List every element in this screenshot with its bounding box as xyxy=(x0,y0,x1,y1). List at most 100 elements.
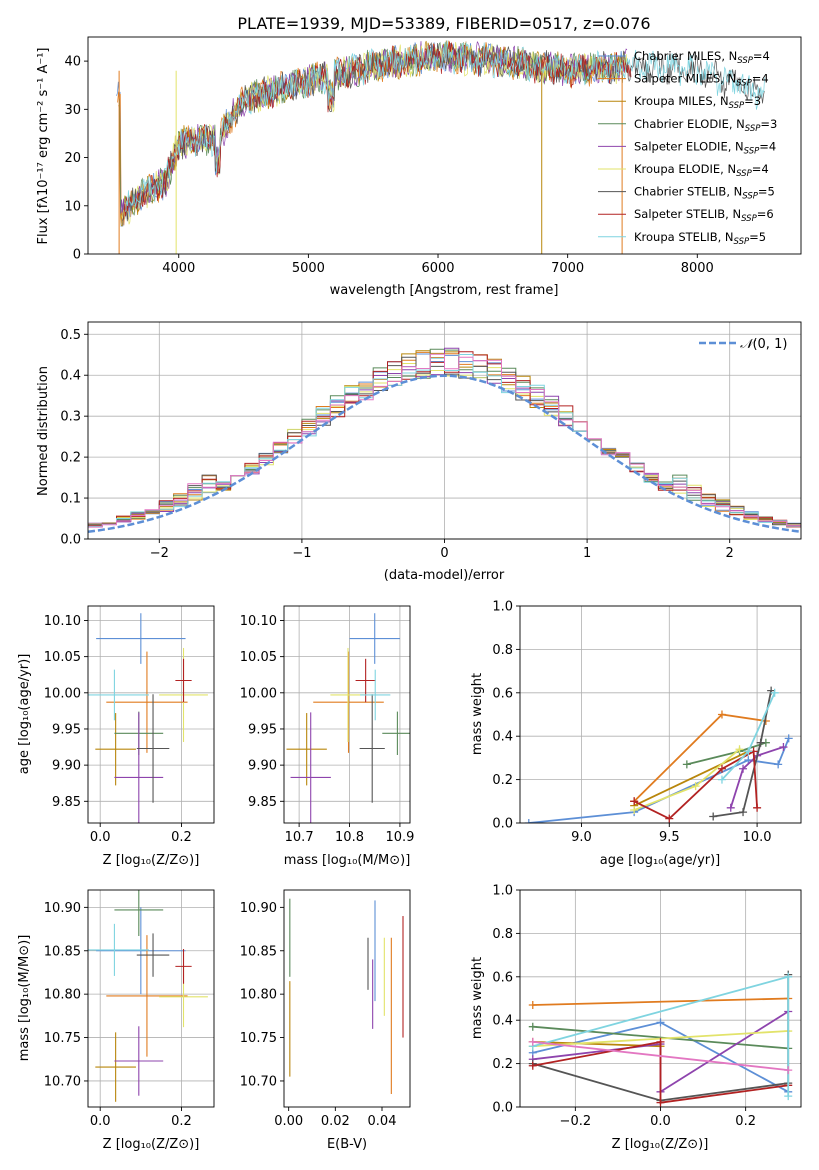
y-tick-label: 10.85 xyxy=(240,944,277,959)
y-tick-label: 0.5 xyxy=(60,328,81,343)
y-tick-label: 0.6 xyxy=(492,970,513,985)
weight-vs-age-frame xyxy=(519,605,802,824)
weight-point-marker xyxy=(744,747,753,756)
residuals-legend: 𝒩(0, 1) xyxy=(699,337,787,352)
weight-series-line xyxy=(532,1041,789,1071)
x-tick-label: 2 xyxy=(726,546,734,561)
data-group xyxy=(286,613,410,823)
age-vs-mass-xlabel: mass [log₁₀(M/M⊙)] xyxy=(284,853,411,868)
weight-point-marker xyxy=(656,1018,665,1027)
x-tick-label: 10.7 xyxy=(285,830,314,845)
y-tick-label: 9.85 xyxy=(52,795,81,810)
x-tick-label: 9.5 xyxy=(659,830,680,845)
y-tick-label: 0.1 xyxy=(60,492,81,507)
weight-vs-metallicity-panel: −0.2 0.0 0.2 0.0 0.2 0.4 0.6 0.8 1.0 Z [log₁₀(Z/… xyxy=(470,884,802,1152)
mass-vs-metallicity-frame xyxy=(87,889,215,1108)
weight-point-marker xyxy=(784,1092,793,1101)
y-tick-label: 40 xyxy=(64,55,81,70)
age-vs-metallicity-frame xyxy=(87,605,215,824)
x-tick-label: 0.0 xyxy=(650,1114,671,1129)
x-tick-label: 10.8 xyxy=(335,830,364,845)
x-tick-label: 1 xyxy=(583,546,591,561)
weight-point-marker xyxy=(717,764,726,773)
weight-point-marker xyxy=(656,1037,665,1046)
y-tick-label: 10.75 xyxy=(44,1031,81,1046)
age-vs-mass-panel: 10.7 10.8 10.99.859.909.9510.0010.0510.10 … xyxy=(240,605,414,868)
x-tick-label: 0.04 xyxy=(368,1114,397,1129)
data-group xyxy=(524,686,793,823)
weight-point-marker xyxy=(528,1022,537,1031)
age-vs-metallicity-xlabel: Z [log₁₀(Z/Z⊙)] xyxy=(103,853,200,868)
y-tick-label: 10.70 xyxy=(44,1074,81,1089)
y-tick-label: 10.80 xyxy=(44,988,81,1003)
x-tick-label: −1 xyxy=(292,546,311,561)
y-tick-label: 0.4 xyxy=(492,730,513,745)
x-tick-label: 6000 xyxy=(421,261,454,276)
y-tick-label: 10.85 xyxy=(44,944,81,959)
x-tick-label: 10.0 xyxy=(743,830,772,845)
x-tick-label: 4000 xyxy=(162,261,195,276)
spectrum-title: PLATE=1939, MJD=53389, FIBERID=0517, z=0… xyxy=(237,14,650,33)
y-tick-label: 0.6 xyxy=(492,686,513,701)
weight-series-line xyxy=(532,1040,789,1104)
weight-series-line xyxy=(633,750,749,807)
weight-series-line xyxy=(532,1025,789,1050)
y-tick-label: 0 xyxy=(73,248,81,263)
spectrum-frame xyxy=(87,36,802,255)
data-group xyxy=(88,347,801,534)
x-tick-label: −0.2 xyxy=(560,1114,592,1129)
weight-point-marker xyxy=(691,782,700,791)
y-tick-label: 9.95 xyxy=(52,722,81,737)
mass-vs-ebv-panel: 0.00 0.02 0.04 10.70 10.75 10.80 10.85 10.90 E(… xyxy=(240,889,411,1152)
legend-label: Chabrier ELODIE, NSSP=3 xyxy=(634,117,777,134)
mass-vs-ebv-frame xyxy=(283,889,411,1108)
weight-series-line xyxy=(729,746,784,809)
y-tick-label: 1.0 xyxy=(492,884,513,899)
y-tick-label: 9.85 xyxy=(248,795,277,810)
weight-series-line xyxy=(532,997,789,1006)
y-tick-label: 9.90 xyxy=(52,759,81,774)
weight-point-marker xyxy=(630,797,639,806)
y-tick-label: 0.0 xyxy=(60,533,81,548)
legend-label: Chabrier STELIB, NSSP=5 xyxy=(634,185,775,202)
y-tick-label: 0.2 xyxy=(60,451,81,466)
weight-point-marker xyxy=(784,734,793,743)
residuals-xlabel: (data-model)/error xyxy=(384,568,505,583)
mass-vs-metallicity-ylabel: mass [log₁₀(M/M⊙)] xyxy=(17,935,32,1062)
y-tick-label: 9.95 xyxy=(248,722,277,737)
weight-point-marker xyxy=(739,808,748,817)
age-vs-metallicity-ylabel: age [log₁₀(age/yr)] xyxy=(17,654,32,775)
x-tick-label: 5000 xyxy=(292,261,325,276)
residuals-panel: −2 −1 0 1 2 0.0 0.1 0.2 0.3 0.4 0.5 (data-model)/e… xyxy=(36,321,802,583)
legend-label: Salpeter STELIB, NSSP=6 xyxy=(634,207,774,224)
x-tick-label: −2 xyxy=(150,546,169,561)
x-tick-label: 0.2 xyxy=(171,1114,192,1129)
y-tick-label: 10.90 xyxy=(44,901,81,916)
y-tick-label: 10.70 xyxy=(240,1074,277,1089)
y-tick-label: 20 xyxy=(64,151,81,166)
weight-point-marker xyxy=(774,760,783,769)
x-tick-label: 0.2 xyxy=(735,1114,756,1129)
weight-point-marker xyxy=(656,1098,665,1107)
weight-point-marker xyxy=(682,760,691,769)
data-group xyxy=(116,40,765,254)
weight-vs-age-ylabel: mass weight xyxy=(470,673,485,755)
legend-label: Kroupa STELIB, NSSP=5 xyxy=(634,230,766,247)
weight-point-marker xyxy=(665,814,674,823)
weight-point-marker xyxy=(726,803,735,812)
weight-point-marker xyxy=(735,745,744,754)
weight-vs-age-panel: 9.0 9.5 10.0 0.0 0.2 0.4 0.6 0.8 1.0 age [log₁₀(… xyxy=(470,600,802,868)
weight-point-marker xyxy=(717,775,726,784)
weight-point-marker xyxy=(717,710,726,719)
weight-point-marker xyxy=(739,764,748,773)
y-tick-label: 0.4 xyxy=(492,1014,513,1029)
weight-series-line xyxy=(713,690,772,818)
x-tick-label: 10.9 xyxy=(385,830,414,845)
weight-point-marker xyxy=(524,819,533,823)
histogram-step xyxy=(88,353,801,528)
y-tick-label: 9.90 xyxy=(248,759,277,774)
weight-vs-age-xlabel: age [log₁₀(age/yr)] xyxy=(600,853,721,868)
weight-point-marker xyxy=(630,805,639,814)
spectrum-series-line xyxy=(124,40,765,212)
mass-vs-ebv-xlabel: E(B-V) xyxy=(327,1137,367,1152)
